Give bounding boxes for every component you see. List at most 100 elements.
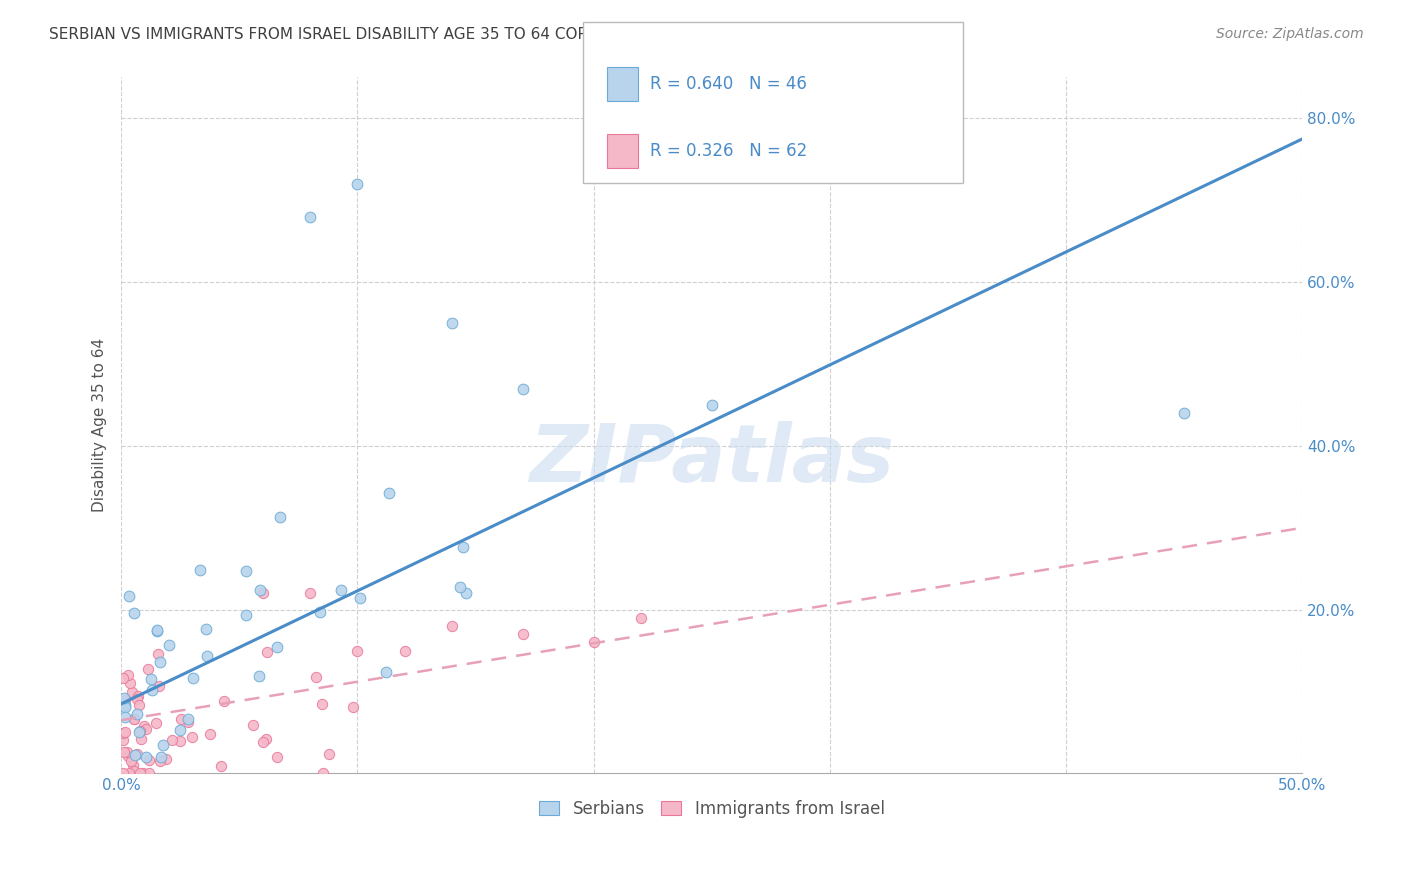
Point [117,667,139,681]
Point [194,622,217,636]
Point [582,635,605,649]
Point [318,747,340,762]
Point [188,563,211,577]
Point [129,731,152,746]
Point [118,675,141,690]
Point [183,671,205,685]
Point [700,398,723,412]
Point [148,679,170,693]
Point [118,766,141,780]
Point [299,586,322,600]
Point [136,662,159,676]
Point [346,643,368,657]
Point [266,640,288,654]
Point [155,751,177,765]
Point [451,540,474,554]
Point [117,748,139,763]
Point [146,648,169,662]
Point [374,665,396,680]
Point [512,627,534,641]
Text: R = 0.326   N = 62: R = 0.326 N = 62 [650,142,807,160]
Point [235,564,257,578]
Point [157,638,180,652]
Point [378,486,401,500]
Point [170,712,193,726]
Point [112,733,135,747]
Point [198,727,221,741]
Point [132,718,155,732]
Point [177,714,200,729]
Point [149,754,172,768]
Point [146,623,169,637]
Point [195,648,218,663]
Point [299,210,322,224]
Point [145,716,167,731]
Legend: Serbians, Immigrants from Israel: Serbians, Immigrants from Israel [533,793,891,824]
Point [242,718,264,732]
Point [138,753,160,767]
Point [127,747,149,761]
Point [132,766,155,780]
Point [349,591,371,605]
Point [114,699,136,714]
Point [124,747,146,762]
Point [114,710,136,724]
Point [128,724,150,739]
Point [135,750,157,764]
Point [127,689,149,703]
Point [111,726,134,740]
Point [305,670,328,684]
Text: Source: ZipAtlas.com: Source: ZipAtlas.com [1216,27,1364,41]
Text: SERBIAN VS IMMIGRANTS FROM ISRAEL DISABILITY AGE 35 TO 64 CORRELATION CHART: SERBIAN VS IMMIGRANTS FROM ISRAEL DISABI… [49,27,720,42]
Point [146,624,169,638]
Point [311,766,333,780]
Point [449,580,471,594]
Point [440,316,463,330]
Point [127,707,149,722]
Point [135,722,157,736]
Point [127,692,149,706]
Point [141,672,163,686]
Point [117,589,139,603]
Point [121,757,143,772]
Point [128,725,150,739]
Point [235,608,257,623]
Point [122,712,145,726]
Point [150,750,173,764]
Point [249,582,271,597]
Point [111,672,134,686]
Point [630,611,652,625]
Point [177,712,200,726]
Point [212,693,235,707]
Point [120,754,142,768]
Point [252,586,274,600]
Point [160,733,183,747]
Point [454,586,477,600]
Point [112,745,135,759]
Point [141,682,163,697]
Point [311,697,333,711]
Point [114,724,136,739]
Point [152,739,174,753]
Point [121,685,143,699]
Point [122,764,145,779]
Point [252,735,274,749]
Y-axis label: Disability Age 35 to 64: Disability Age 35 to 64 [93,338,107,513]
Point [209,759,232,773]
Point [256,645,278,659]
Point [181,730,204,744]
Point [269,510,291,524]
Text: R = 0.640   N = 46: R = 0.640 N = 46 [650,76,807,94]
Point [122,712,145,726]
Point [128,698,150,713]
Point [128,766,150,780]
Point [169,733,191,747]
Point [112,766,135,780]
Point [114,693,136,707]
Point [1173,406,1195,420]
Point [254,731,277,746]
Point [122,606,145,620]
Point [138,766,160,780]
Point [329,583,352,598]
Point [342,699,364,714]
